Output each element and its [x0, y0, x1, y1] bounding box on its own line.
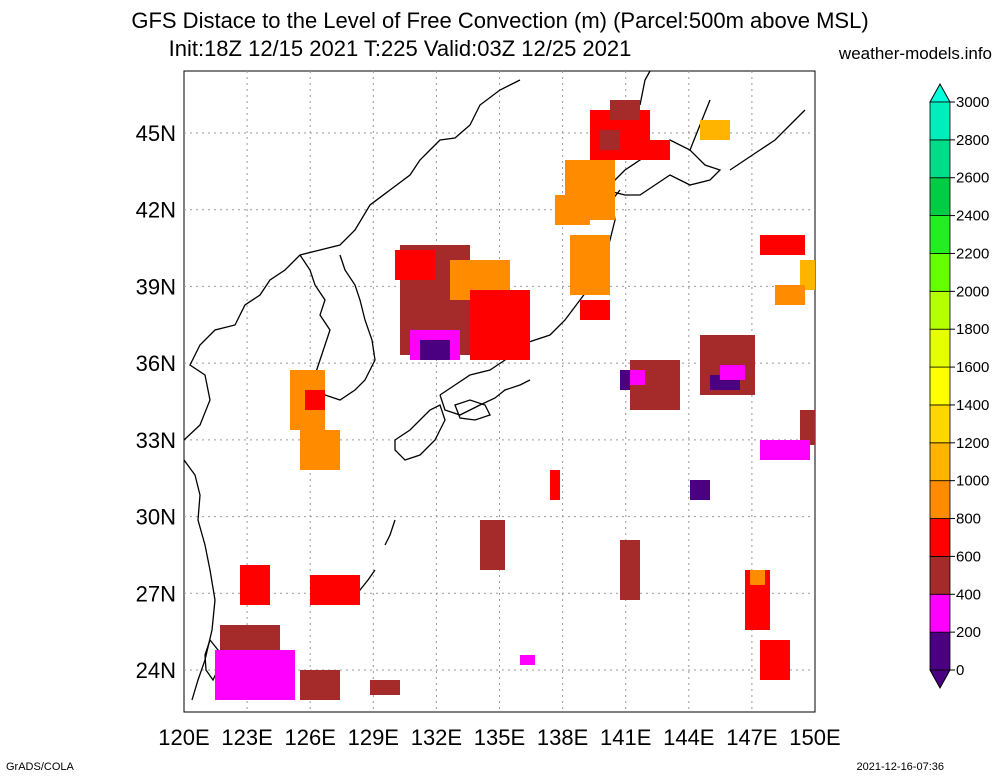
- lfc-shaded-cell: [550, 470, 560, 500]
- colorbar-segment: [929, 253, 951, 292]
- colorbar-segment: [929, 366, 951, 406]
- lfc-shaded-cell: [470, 290, 530, 360]
- colorbar-segment: [929, 404, 951, 444]
- colorbar-label: 3000: [956, 94, 989, 111]
- lat-tick-label: 24N: [136, 658, 176, 683]
- lon-tick-label: 150E: [789, 725, 840, 750]
- lfc-shaded-cell: [760, 440, 810, 460]
- lfc-shaded-cell: [620, 370, 630, 390]
- lfc-shaded-cell: [520, 655, 535, 665]
- colorbar-label: 2400: [956, 208, 989, 225]
- lfc-shaded-cell: [700, 120, 730, 140]
- lon-tick-label: 138E: [537, 725, 588, 750]
- software-credit: GrADS/COLA: [6, 761, 74, 773]
- lfc-shaded-cell: [370, 680, 400, 695]
- lfc-shaded-cell: [240, 565, 270, 605]
- lfc-shaded-cell: [480, 520, 505, 570]
- colorbar-segment: [929, 215, 951, 254]
- lfc-shaded-cell: [310, 575, 360, 605]
- colorbar-label: 1800: [956, 321, 989, 338]
- colorbar-label: 400: [956, 586, 981, 603]
- axis-labels: 120E 123E 126E 129E 132E 135E 138E 141E 144E 147E…: [136, 121, 841, 750]
- colorbar-label: 600: [956, 548, 981, 565]
- generation-timestamp: 2021-12-16-07:36: [856, 761, 944, 773]
- colorbar-segment: [929, 631, 951, 671]
- lat-tick-label: 36N: [136, 351, 176, 376]
- lon-tick-label: 120E: [158, 725, 209, 750]
- lat-tick-label: 45N: [136, 121, 176, 146]
- lon-tick-label: 132E: [411, 725, 462, 750]
- lon-tick-label: 141E: [600, 725, 651, 750]
- lon-tick-label: 147E: [726, 725, 777, 750]
- lfc-shaded-cell: [580, 300, 610, 320]
- lfc-shaded-cell: [775, 285, 805, 305]
- lfc-shaded-cell: [650, 140, 670, 160]
- colorbar-label: 2200: [956, 245, 989, 262]
- lon-tick-label: 129E: [348, 725, 399, 750]
- colorbar-top-arrow: [929, 82, 951, 103]
- colorbar: 0 200 400 600 800 1000 1200 1400 1600 1800 2000 220…: [929, 82, 989, 690]
- colorbar-bottom-arrow: [929, 669, 951, 690]
- lat-tick-label: 39N: [136, 274, 176, 299]
- colorbar-segment: [929, 442, 951, 482]
- colorbar-label: 1200: [956, 435, 989, 452]
- lon-tick-label: 123E: [221, 725, 272, 750]
- colorbar-segment: [929, 480, 951, 519]
- site-credit: weather-models.info: [838, 44, 992, 63]
- lfc-shaded-cell: [690, 480, 710, 500]
- lon-tick-label: 135E: [474, 725, 525, 750]
- lat-tick-label: 30N: [136, 505, 176, 530]
- lfc-shaded-cell: [305, 390, 325, 410]
- colorbar-segment: [929, 556, 951, 595]
- lfc-distance-field: [215, 100, 815, 700]
- map-title: GFS Distace to the Level of Free Convect…: [131, 8, 869, 33]
- lfc-shaded-cell: [300, 430, 340, 470]
- colorbar-label: 2000: [956, 283, 989, 300]
- lat-tick-label: 33N: [136, 428, 176, 453]
- colorbar-label: 1000: [956, 473, 989, 490]
- colorbar-segment: [929, 593, 951, 633]
- lfc-shaded-cell: [760, 640, 790, 680]
- colorbar-segment: [929, 139, 951, 179]
- lat-tick-label: 42N: [136, 198, 176, 223]
- lfc-shaded-cell: [760, 235, 805, 255]
- lfc-shaded-cell: [395, 250, 435, 280]
- lon-tick-label: 144E: [663, 725, 714, 750]
- colorbar-label: 800: [956, 511, 981, 528]
- lfc-shaded-cell: [555, 195, 590, 225]
- lfc-shaded-cell: [570, 235, 610, 295]
- colorbar-segment: [929, 101, 951, 141]
- lfc-shaded-cell: [215, 650, 295, 700]
- lfc-shaded-cell: [610, 100, 640, 120]
- colorbar-segment: [929, 328, 951, 368]
- lfc-shaded-cell: [720, 365, 745, 380]
- colorbar-label: 2600: [956, 170, 989, 187]
- colorbar-segment: [929, 290, 951, 330]
- colorbar-label: 1600: [956, 359, 989, 376]
- colorbar-label: 1400: [956, 397, 989, 414]
- lfc-shaded-cell: [600, 130, 620, 150]
- lfc-shaded-cell: [750, 570, 765, 585]
- colorbar-label: 2800: [956, 132, 989, 149]
- lfc-shaded-cell: [800, 260, 815, 290]
- colorbar-segment: [929, 518, 951, 557]
- lat-tick-label: 27N: [136, 581, 176, 606]
- lfc-shaded-cell: [300, 670, 340, 700]
- map-subtitle: Init:18Z 12/15 2021 T:225 Valid:03Z 12/2…: [168, 36, 632, 61]
- lfc-shaded-cell: [800, 410, 815, 445]
- colorbar-segment: [929, 177, 951, 217]
- lon-tick-label: 126E: [285, 725, 336, 750]
- colorbar-label: 0: [956, 662, 964, 679]
- colorbar-label: 200: [956, 624, 981, 641]
- lfc-shaded-cell: [620, 540, 640, 600]
- lfc-shaded-cell: [420, 340, 450, 360]
